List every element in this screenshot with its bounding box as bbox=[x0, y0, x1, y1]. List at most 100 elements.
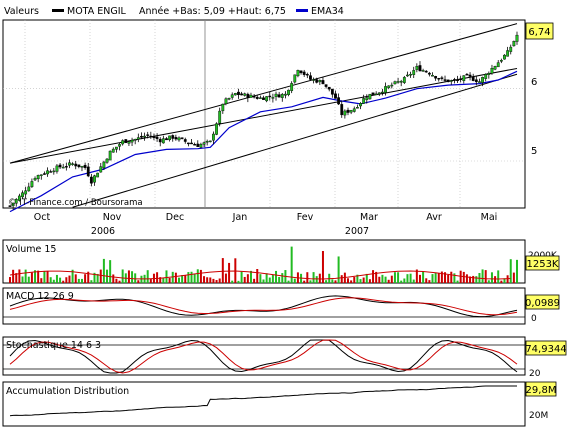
volume-bar bbox=[440, 271, 443, 283]
volume-bar bbox=[315, 276, 318, 283]
candle-down bbox=[468, 74, 472, 77]
ad-tick: 20M bbox=[529, 411, 548, 421]
candle-down bbox=[124, 139, 128, 143]
volume-bar bbox=[68, 275, 71, 283]
volume-bar bbox=[77, 278, 80, 283]
candle-up bbox=[352, 108, 356, 112]
candle-up bbox=[33, 178, 37, 181]
candle-up bbox=[17, 195, 21, 201]
candle-down bbox=[418, 65, 422, 72]
candle-up bbox=[233, 93, 237, 96]
volume-bar bbox=[456, 280, 459, 283]
volume-bar bbox=[46, 271, 49, 283]
volume-bar bbox=[228, 262, 231, 283]
candle-up bbox=[68, 162, 71, 166]
volume-bar bbox=[65, 277, 68, 283]
candle-up bbox=[105, 158, 109, 163]
volume-bar bbox=[127, 270, 130, 283]
candle-up bbox=[115, 146, 118, 150]
volume-bar bbox=[237, 280, 240, 283]
candle-up bbox=[205, 141, 209, 143]
volume-bar bbox=[275, 270, 278, 283]
volume-bar bbox=[49, 277, 52, 283]
candle-down bbox=[77, 164, 81, 167]
month-label-nov: Nov bbox=[103, 212, 122, 223]
month-label-mar: Mar bbox=[360, 212, 378, 223]
channel-line-lower bbox=[72, 73, 518, 208]
volume-bar bbox=[156, 272, 159, 283]
volume-bar bbox=[256, 269, 259, 283]
candle-up bbox=[487, 73, 491, 75]
candle-down bbox=[83, 164, 87, 168]
candle-up bbox=[484, 74, 488, 79]
candle-down bbox=[446, 79, 450, 83]
volume-bar bbox=[428, 280, 431, 283]
volume-average-line bbox=[9, 270, 511, 280]
volume-bar bbox=[87, 271, 90, 283]
candle-up bbox=[449, 80, 453, 82]
valeurs-label: Valeurs bbox=[4, 6, 39, 17]
candle-up bbox=[202, 142, 206, 145]
volume-bar bbox=[262, 279, 265, 283]
candle-down bbox=[268, 95, 272, 98]
ema-legend-swatch bbox=[296, 9, 308, 12]
volume-bar bbox=[190, 271, 193, 283]
credit-text: © IT-Finance.com / Boursorama bbox=[8, 198, 143, 208]
volume-bar bbox=[334, 280, 337, 283]
candle-down bbox=[277, 94, 281, 98]
candle-up bbox=[61, 166, 65, 169]
volume-bar bbox=[15, 273, 18, 283]
candle-up bbox=[258, 97, 262, 99]
volume-bar bbox=[62, 280, 65, 283]
candle-up bbox=[221, 103, 225, 112]
price-grid bbox=[3, 88, 525, 162]
candle-up bbox=[287, 89, 290, 95]
volume-bar bbox=[422, 271, 425, 283]
volume-panel-frame bbox=[2, 239, 526, 284]
candle-down bbox=[346, 109, 350, 113]
volume-bar bbox=[265, 273, 268, 283]
channel-line-middle bbox=[9, 67, 518, 164]
volume-bar bbox=[431, 274, 434, 283]
candle-down bbox=[252, 95, 256, 98]
volume-bar bbox=[372, 270, 375, 283]
candle-up bbox=[481, 76, 484, 83]
macd-last-box bbox=[525, 294, 560, 310]
candle-down bbox=[440, 77, 444, 79]
candle-down bbox=[86, 166, 90, 177]
macd-title: MACD 12 26 9 bbox=[6, 291, 74, 302]
volume-bar bbox=[484, 270, 487, 283]
volume-bar bbox=[84, 274, 87, 283]
volume-bar bbox=[444, 272, 447, 283]
candle-up bbox=[130, 139, 134, 143]
volume-bar bbox=[375, 271, 378, 283]
volume-bar bbox=[243, 276, 246, 283]
volume-bar bbox=[37, 270, 40, 283]
candle-up bbox=[227, 98, 231, 100]
candle-up bbox=[30, 181, 34, 187]
candle-up bbox=[46, 170, 49, 175]
volume-bar bbox=[193, 273, 196, 283]
volume-bar bbox=[90, 280, 93, 283]
volume-bar bbox=[218, 278, 221, 283]
volume-bar bbox=[465, 274, 468, 283]
volume-bar bbox=[278, 277, 281, 283]
volume-bar bbox=[390, 275, 393, 283]
volume-bar bbox=[246, 274, 249, 283]
candle-down bbox=[152, 136, 156, 139]
range-stats: Année +Bas: 5,09 +Haut: 6,75 bbox=[139, 6, 286, 17]
candle-up bbox=[127, 141, 131, 144]
candle-up bbox=[39, 174, 43, 176]
candle-down bbox=[237, 91, 240, 96]
volume-bar bbox=[137, 280, 140, 283]
volume-bar bbox=[184, 275, 187, 283]
candle-down bbox=[165, 138, 168, 141]
volume-bar bbox=[400, 280, 403, 283]
volume-bar bbox=[93, 272, 96, 283]
candle-up bbox=[406, 74, 409, 77]
month-label-fev: Fev bbox=[297, 212, 314, 223]
volume-bar bbox=[293, 278, 296, 283]
volume-bar bbox=[406, 274, 409, 283]
candle-down bbox=[64, 166, 68, 168]
volume-bar bbox=[516, 259, 518, 283]
